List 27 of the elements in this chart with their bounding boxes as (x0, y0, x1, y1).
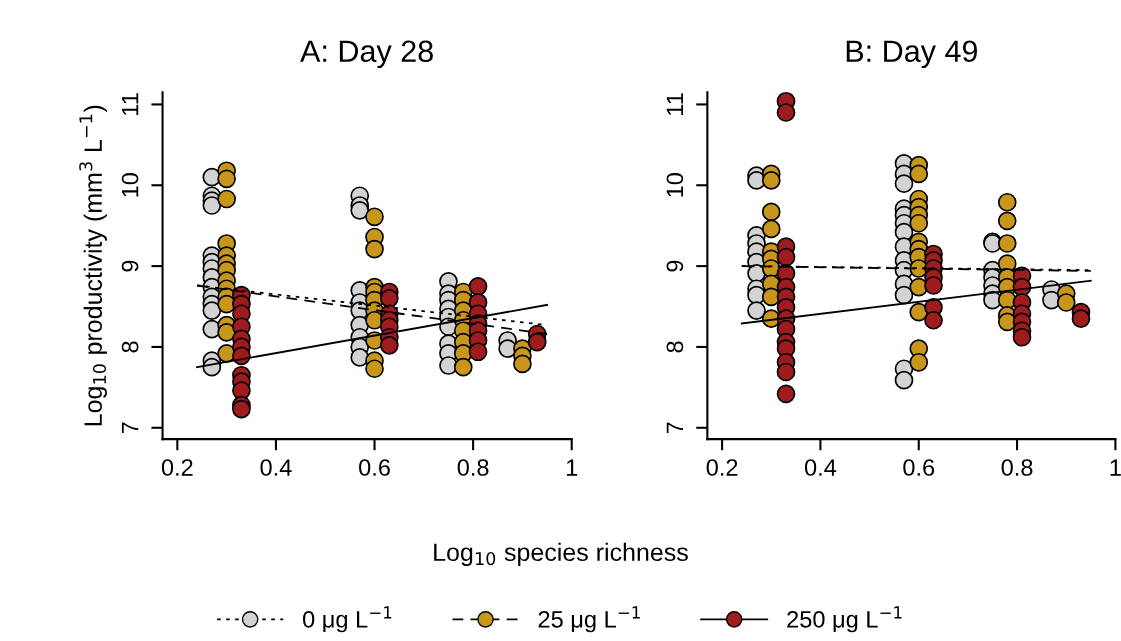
legend-label: 25 μg L$^{−1}$ (538, 606, 640, 633)
y-tick-label: 10 (666, 173, 684, 197)
x-tick-label: 0.6 (903, 459, 935, 476)
y-tick-label: 8 (121, 341, 139, 353)
x-tick-label: 0.6 (359, 459, 390, 476)
x-axis-title: Log$_{10}$ species richness (434, 542, 688, 567)
legend-label: 250 μg L$^{−1}$ (787, 606, 902, 633)
y-tick-label: 7 (121, 422, 139, 434)
x-tick-label: 0.8 (1001, 459, 1033, 476)
y-tick-label: 11 (121, 93, 139, 115)
y-tick-label: 7 (666, 422, 684, 434)
chart-title: A: Day 28 (300, 40, 433, 69)
x-tick-label: 0.2 (706, 459, 738, 476)
y-tick-label: 11 (666, 93, 684, 115)
x-tick-label: 1 (1110, 459, 1121, 476)
chart-title: B: Day 49 (846, 40, 978, 69)
y-tick-label: 9 (666, 260, 684, 272)
y-tick-label: 10 (121, 173, 139, 197)
x-tick-label: 0.2 (161, 459, 193, 476)
y-tick-label: 8 (666, 341, 684, 353)
y-tick-label: 9 (121, 260, 139, 272)
legend-label: 0 μg L$^{−1}$ (303, 606, 392, 633)
x-tick-label: 0.4 (804, 459, 837, 476)
x-tick-label: 1 (566, 459, 578, 476)
x-tick-label: 0.4 (260, 459, 292, 476)
y-axis-title: Log$_{10}$ productivity (mm$^{3}$ L$^{−1}$) (79, 105, 107, 426)
x-tick-label: 0.8 (457, 459, 489, 476)
